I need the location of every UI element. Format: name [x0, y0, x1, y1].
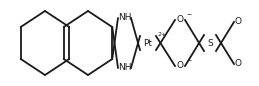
Text: 2+: 2+ — [158, 33, 167, 37]
Text: −: − — [186, 12, 191, 17]
Text: NH: NH — [118, 63, 132, 72]
Text: −: − — [186, 58, 191, 63]
Text: Pt: Pt — [143, 39, 153, 47]
Text: O: O — [234, 17, 241, 26]
Text: S: S — [207, 39, 213, 47]
Text: O: O — [234, 60, 241, 69]
Text: O: O — [176, 61, 183, 71]
Text: NH: NH — [118, 14, 132, 23]
Text: O: O — [176, 15, 183, 25]
